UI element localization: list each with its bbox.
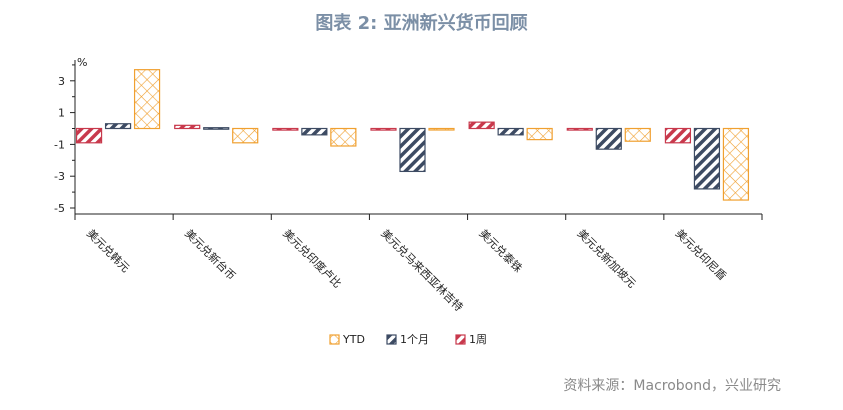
x-tick-label: 美元兑印尼盾 [673,226,730,283]
x-tick-label: 美元兑韩元 [84,226,133,275]
y-tick-label: -1 [54,138,65,151]
bar-1-month [399,127,426,173]
bar-1-week [468,121,495,130]
chart-title: 图表 2: 亚洲新兴货币回顾 [315,13,528,34]
bar-ytd [722,127,750,201]
bar-1-week [75,127,103,144]
bar-ytd [526,127,553,141]
bar-1-week [272,127,299,131]
bar-ytd [133,69,161,130]
bar-ytd [232,127,259,144]
y-tick-label: 3 [58,75,65,88]
bar-1-month [595,127,622,150]
bar-1-month [693,127,721,190]
bar-1-month [301,127,328,136]
legend-swatch [386,334,397,345]
legend-label: YTD [342,333,365,346]
x-tick-label: 美元兑泰铢 [477,226,526,275]
bar-1-week [174,124,201,130]
y-axis-unit: % [77,56,87,69]
source-note: 资料来源：Macrobond，兴业研究 [563,378,781,394]
x-tick-label: 美元兑马来西亚林吉特 [378,226,466,314]
legend-label: 1个月 [400,333,429,346]
legend-label: 1周 [469,333,487,346]
bar-ytd [330,127,357,147]
x-tick-label: 美元兑新台币 [182,226,239,283]
y-tick-label: 1 [58,107,65,120]
bar-1-week [664,127,692,144]
y-tick-label: -5 [54,202,65,215]
y-tick-label: -3 [54,170,65,183]
bar-1-week [566,127,593,131]
bar-1-week [370,127,397,131]
bar-ytd [428,127,455,131]
legend-swatch [455,334,466,345]
legend-swatch [329,334,340,345]
bar-1-month [497,127,524,136]
bar-ytd [624,127,651,142]
bar-1-month [104,123,132,130]
x-tick-label: 美元兑印度卢比 [280,226,344,290]
bar-1-month [203,127,230,130]
x-tick-label: 美元兑新加坡元 [575,226,639,290]
